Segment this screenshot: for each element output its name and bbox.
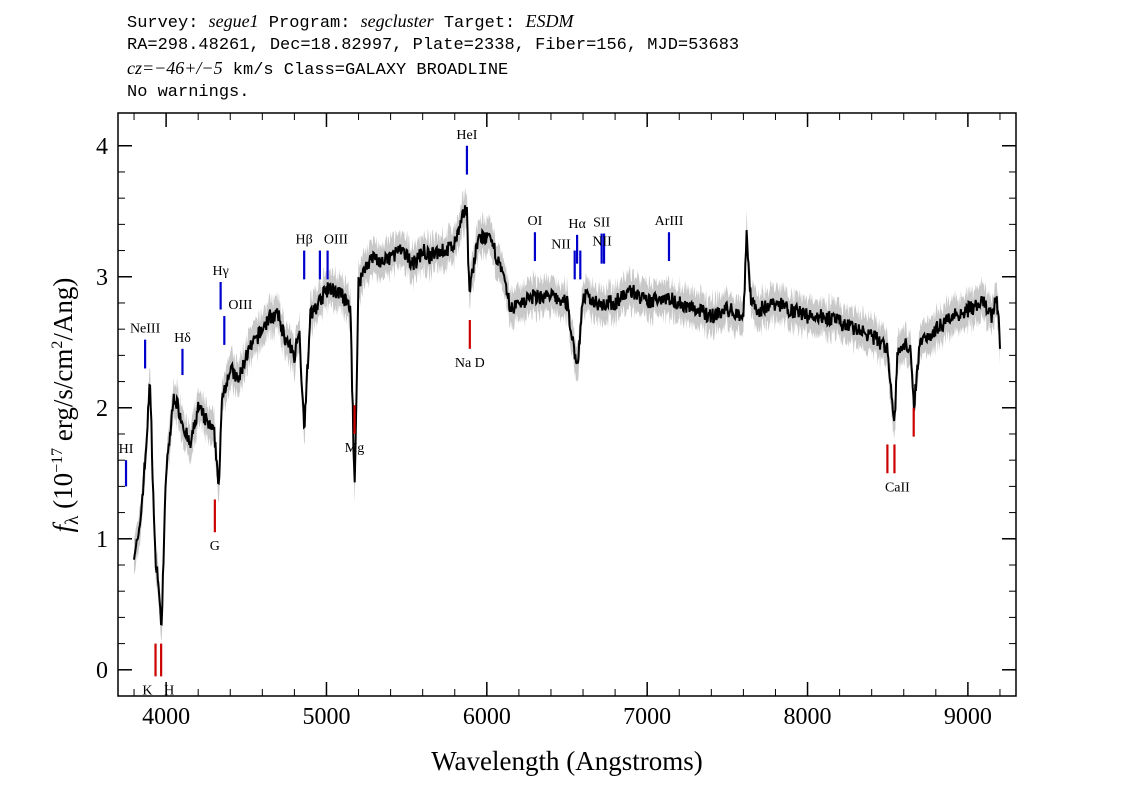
line-label-3: Hγ (212, 264, 228, 279)
cz-class: km/s Class=GALAXY BROADLINE (222, 61, 509, 80)
line-label-5: Hβ (296, 233, 313, 248)
line-label-11: Hα (568, 217, 586, 232)
line-label-4: OIII (228, 298, 252, 313)
target-value: ESDM (525, 11, 574, 31)
x-axis-title: Wavelength (Angstroms) (431, 746, 703, 776)
line-label-8: HeI (456, 128, 477, 143)
spectrum-series (133, 205, 1001, 626)
x-tick-label: 7000 (623, 704, 671, 730)
y-tick-label: 2 (96, 396, 108, 422)
header-line-survey: Survey: segue1 Program: segcluster Targe… (127, 10, 739, 35)
line-label-14: NII (592, 235, 612, 250)
line-label-19: Mg (345, 441, 364, 456)
line-label-13: SII (593, 216, 610, 231)
plot-frame (117, 112, 1017, 697)
header-line-warnings: No warnings. (127, 83, 250, 102)
line-label-1: NeIII (130, 322, 161, 337)
x-tick-label: 6000 (463, 704, 511, 730)
line-label-9: OI (528, 214, 543, 229)
target-label: Target: (433, 14, 526, 33)
y-tick-label: 4 (96, 134, 108, 160)
y-tick-label: 0 (96, 658, 108, 684)
survey-label: Survey: (127, 14, 209, 33)
error-band-area (134, 187, 1000, 642)
line-markers: HI NeIII Hδ Hγ OIII Hβ OIII HeI OI NII Hα SII NII ArI… (119, 128, 915, 698)
line-label-18: G (210, 539, 220, 554)
line-label-15: ArIII (655, 214, 684, 229)
line-label-0: HI (119, 442, 134, 457)
axis-ticks: 4000 5000 6000 7000 8000 9000 0 1 2 3 4 (96, 113, 1016, 730)
survey-value: segue1 (208, 11, 259, 31)
header-line-coordinates: RA=298.48261, Dec=18.82997, Plate=2338, … (127, 36, 740, 55)
y-axis-title: fλ (10−17 erg/s/cm2/Ang) (48, 278, 83, 533)
header-line-redshift: cz=−46+/−5 km/s Class=GALAXY BROADLINE (127, 57, 739, 82)
spectrum-line (133, 205, 1001, 626)
line-label-6: OIII (324, 233, 348, 248)
x-tick-label: 4000 (142, 704, 190, 730)
line-label-21: CaII (885, 480, 910, 495)
y-tick-label: 1 (96, 527, 108, 553)
error-band (134, 187, 1000, 642)
cz-value: −46+/−5 (154, 58, 223, 78)
line-label-17: H (164, 683, 174, 698)
cz-label: cz= (127, 58, 155, 78)
spectrum-header: Survey: segue1 Program: segcluster Targe… (127, 10, 739, 104)
x-tick-label: 8000 (784, 704, 832, 730)
line-label-16: K (142, 683, 152, 698)
x-tick-label: 9000 (944, 704, 992, 730)
line-label-20: Na D (455, 356, 485, 371)
x-tick-label: 5000 (302, 704, 350, 730)
program-label: Program: (258, 14, 361, 33)
y-tick-label: 3 (96, 265, 108, 291)
line-label-2: Hδ (174, 331, 191, 346)
line-label-10: NII (551, 238, 571, 253)
program-value: segcluster (360, 11, 434, 31)
